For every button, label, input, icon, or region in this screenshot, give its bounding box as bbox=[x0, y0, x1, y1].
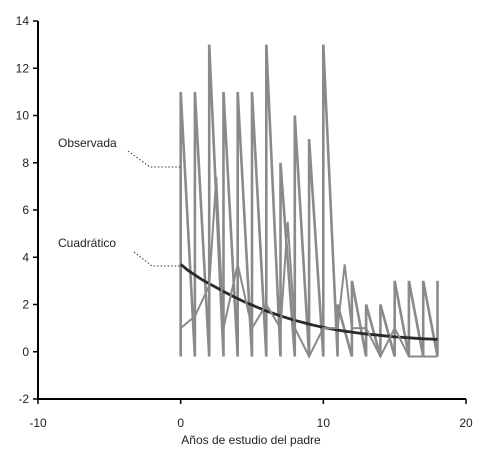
x-tick-label: -10 bbox=[29, 416, 47, 430]
series-predicted-line bbox=[180, 176, 438, 359]
y-tick-label: 8 bbox=[22, 156, 29, 170]
y-tick-label: 4 bbox=[22, 250, 29, 264]
annotation-label: Cuadrático bbox=[58, 236, 116, 250]
annotation-leader bbox=[133, 251, 181, 267]
y-tick-label: 0 bbox=[22, 345, 29, 359]
y-tick-label: 10 bbox=[16, 109, 30, 123]
x-tick-label: 10 bbox=[317, 416, 331, 430]
annotation-leader bbox=[127, 150, 181, 168]
series-fitted-line bbox=[179, 263, 438, 341]
y-tick-label: 6 bbox=[22, 203, 29, 217]
annotations: Observada Cuadrático bbox=[58, 136, 181, 267]
x-axis-title: Años de estudio del padre bbox=[181, 433, 321, 447]
y-tick-label: 12 bbox=[16, 61, 30, 75]
y-tick-label: 14 bbox=[16, 14, 30, 28]
y-tick-label: 2 bbox=[22, 298, 29, 312]
series-observed-line bbox=[179, 44, 439, 357]
plot-series bbox=[179, 44, 439, 359]
annotation-label: Observada bbox=[58, 136, 117, 150]
axes: -2 0 2 4 6 8 10 12 14 -10 0 10 20 bbox=[16, 14, 473, 430]
x-tick-label: 20 bbox=[459, 416, 473, 430]
x-tick-label: 0 bbox=[177, 416, 184, 430]
y-tick-label: -2 bbox=[18, 392, 29, 406]
